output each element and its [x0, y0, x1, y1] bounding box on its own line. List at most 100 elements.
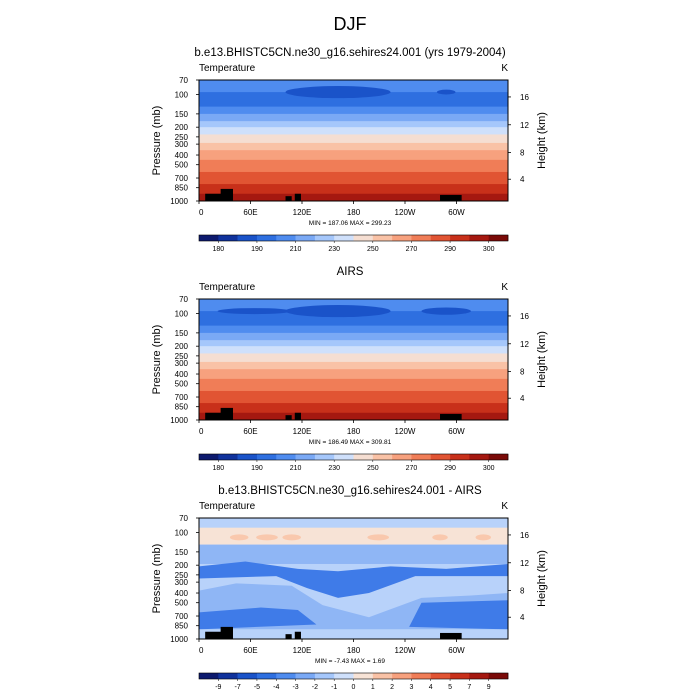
diff-cold-region: [409, 600, 508, 630]
contour-band: [199, 340, 508, 347]
y-tick-label: 700: [175, 393, 189, 402]
colorbar-swatch: [469, 454, 489, 460]
y-tick-label: 1000: [170, 635, 188, 644]
panels-group: b.e13.BHISTC5CN.ne30_g16.sehires24.001 (…: [151, 47, 548, 691]
height-tick-label: 4: [520, 394, 525, 403]
colorbar-label: 250: [367, 465, 379, 472]
variable-label: Temperature: [199, 63, 256, 74]
colorbar-swatch: [392, 454, 412, 460]
colorbar-swatch: [199, 454, 219, 460]
diff-band: [199, 527, 508, 545]
colorbar-label: 250: [367, 246, 379, 253]
height-tick-label: 12: [520, 121, 529, 130]
colorbar-swatch: [372, 235, 393, 241]
x-tick-label: 60E: [243, 208, 257, 217]
colorbar-swatch: [334, 454, 354, 460]
colorbar-swatch: [450, 673, 470, 679]
contour-band: [199, 92, 508, 108]
height-axis-label: Height (km): [536, 331, 548, 388]
colorbar-swatch: [199, 673, 219, 679]
min-max-stats: MIN = 186.49 MAX = 309.81: [309, 439, 392, 446]
colorbar-swatch: [411, 673, 432, 679]
colorbar-label: -9: [215, 684, 221, 691]
height-tick-label: 16: [520, 312, 529, 321]
colorbar-swatch: [218, 235, 238, 241]
x-tick-label: 60E: [243, 646, 257, 655]
colorbar-swatch: [237, 235, 258, 241]
height-tick-label: 8: [520, 368, 525, 377]
colorbar-swatch: [276, 454, 296, 460]
colorbar-swatch: [295, 454, 316, 460]
x-tick-label: 120E: [293, 208, 312, 217]
x-tick-label: 180: [347, 427, 361, 436]
diff-cold-region: [199, 561, 508, 598]
contour-field: [199, 299, 508, 421]
contour-band: [199, 142, 508, 151]
x-tick-label: 120W: [395, 208, 416, 217]
y-tick-label: 400: [175, 370, 189, 379]
colorbar-label: 2: [390, 684, 394, 691]
colorbar-label: 290: [444, 465, 456, 472]
colorbar-label: -3: [292, 684, 298, 691]
colorbar-label: 4: [429, 684, 433, 691]
colorbar-label: 9: [487, 684, 491, 691]
y-tick-label: 1000: [170, 416, 188, 425]
contour-band: [199, 412, 508, 421]
colorbar-label: 1: [371, 684, 375, 691]
x-axis: 0 60E 120E 180 120W 60W: [198, 420, 465, 436]
panel-title: AIRS: [337, 266, 364, 278]
colorbar-swatch: [450, 454, 470, 460]
colorbar-label: 230: [328, 246, 340, 253]
topography-block: [294, 193, 301, 201]
height-axis: 16 12 8 4 Height (km): [508, 93, 548, 184]
colorbar-frame: [198, 453, 509, 461]
colorbar-label: 180: [212, 465, 224, 472]
colorbar-label: 180: [212, 246, 224, 253]
contour-band: [199, 113, 508, 122]
colorbar-swatch: [218, 673, 238, 679]
min-max-stats: MIN = 187.06 MAX = 299.23: [309, 220, 392, 227]
y-tick-label: 150: [175, 110, 189, 119]
contour-band: [199, 361, 508, 370]
colorbar-swatch: [334, 235, 354, 241]
height-tick-label: 12: [520, 340, 529, 349]
height-tick-label: 4: [520, 613, 525, 622]
units-label: K: [501, 282, 508, 293]
colorbar-swatch: [256, 454, 277, 460]
contour-band: [199, 403, 508, 414]
contour-field: [199, 518, 508, 639]
colorbar-swatch: [237, 454, 258, 460]
topography-block: [440, 194, 462, 201]
x-tick-label: 120W: [395, 427, 416, 436]
contour-band: [199, 390, 508, 404]
colorbar-swatch: [334, 673, 354, 679]
y-tick-label: 70: [179, 76, 188, 85]
topography-block: [220, 407, 233, 420]
x-tick-label: 0: [199, 427, 204, 436]
x-axis: 0 60E 120E 180 120W 60W: [198, 639, 465, 655]
y-tick-label: 150: [175, 329, 189, 338]
colorbar-label: -5: [254, 684, 260, 691]
figure-title: DJF: [334, 14, 367, 34]
colorbar-swatch: [469, 235, 489, 241]
colorbar-label: 190: [251, 465, 263, 472]
height-tick-label: 12: [520, 559, 529, 568]
diff-warm-patch: [256, 534, 278, 541]
colorbar-label: 190: [251, 246, 263, 253]
topography-block: [220, 626, 233, 639]
contour-band: [199, 369, 508, 380]
cold-pool: [285, 305, 391, 318]
x-tick-label: 180: [347, 208, 361, 217]
contour-band: [199, 332, 508, 341]
colorbar-label: 210: [290, 246, 302, 253]
x-axis: 0 60E 120E 180 120W 60W: [198, 201, 465, 217]
x-tick-label: 60W: [448, 427, 465, 436]
colorbar-label: 270: [406, 246, 418, 253]
height-axis-label: Height (km): [536, 550, 548, 607]
topography-block: [285, 415, 292, 420]
colorbar-swatch: [411, 454, 432, 460]
y-tick-label: 200: [175, 342, 189, 351]
